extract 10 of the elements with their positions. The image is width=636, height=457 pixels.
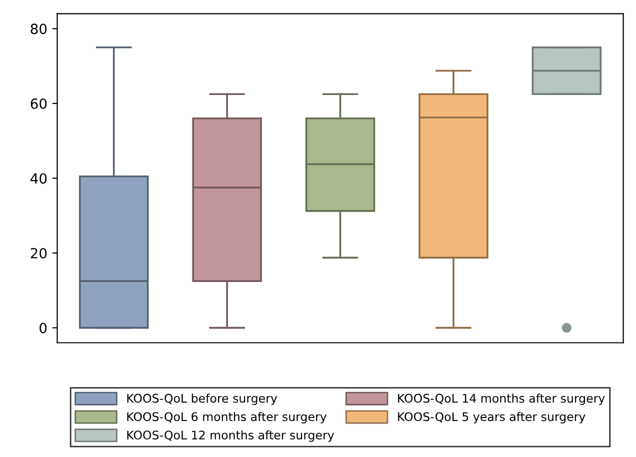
legend-label: KOOS-QoL 14 months after surgery: [398, 394, 605, 406]
legend-label: KOOS-QoL before surgery: [127, 394, 278, 406]
y-tick-label: 40: [30, 173, 47, 184]
legend-label: KOOS-QoL 5 years after surgery: [398, 412, 586, 424]
legend-label: KOOS-QoL 6 months after surgery: [127, 412, 326, 424]
y-tick-label: 0: [40, 322, 47, 334]
y-tick-label: 20: [30, 248, 47, 258]
y-tick-label: 60: [30, 98, 47, 109]
y-tick-label: 80: [30, 24, 47, 34]
legend-label: KOOS-QoL 12 months after surgery: [127, 430, 334, 442]
